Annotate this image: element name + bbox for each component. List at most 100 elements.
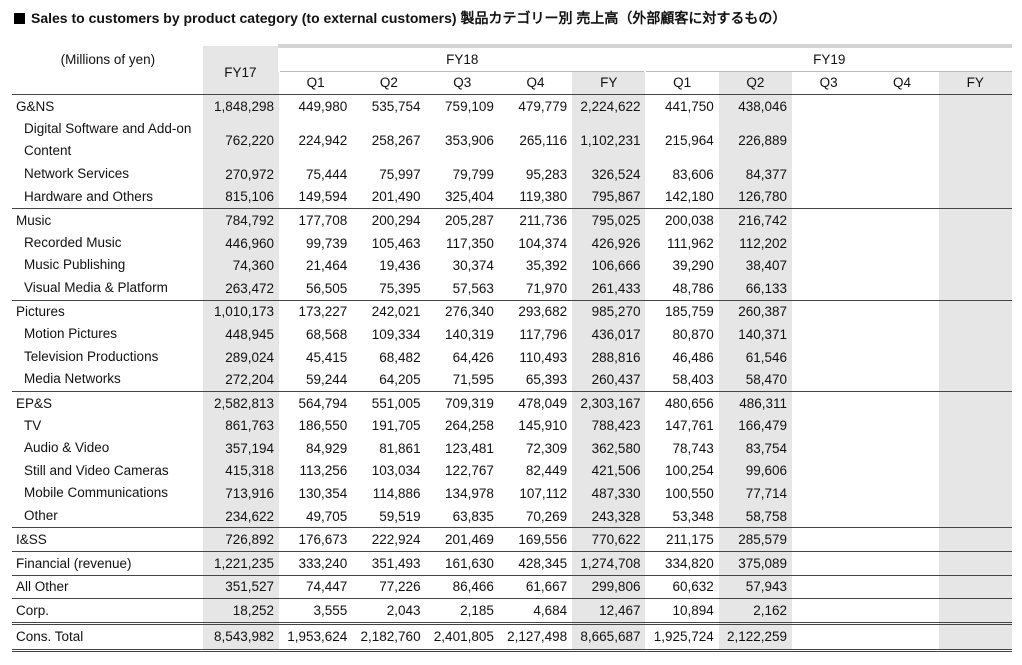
cell-value: 177,708	[279, 208, 353, 232]
cell-value: 2,162	[718, 598, 793, 624]
cell-value: 123,481	[445, 440, 494, 456]
row-label: Other	[24, 507, 58, 523]
cell-value: 325,404	[445, 189, 494, 205]
cell-value: 145,910	[518, 418, 568, 434]
cell-value: 535,754	[352, 94, 426, 118]
table-row: Visual Media & Platform 263,472 56,505 75,3…	[12, 276, 1012, 301]
cell-value: 173,227	[279, 299, 353, 324]
cell-value: 375,089	[718, 551, 793, 576]
empty-cell	[938, 208, 1012, 232]
cell-value: 100,550	[664, 486, 714, 502]
cell-value: 75,395	[379, 280, 421, 296]
table-row: Television Productions 289,024 45,415 68,48…	[12, 345, 1012, 369]
cell-value: 161,630	[425, 551, 499, 576]
row-label: G&NS	[12, 94, 203, 118]
empty-cell	[792, 232, 865, 255]
table-row: I&SS 726,892 176,673 222,924 201,469 169,556 7…	[12, 527, 1012, 552]
cell-value: 2,122,259	[718, 621, 793, 652]
row-label: Media Networks	[24, 371, 121, 387]
cell-value: 21,464	[306, 258, 348, 274]
empty-cell	[792, 527, 866, 552]
empty-cell	[792, 208, 866, 232]
cell-value: 285,579	[718, 527, 793, 552]
cell-value: 265,116	[519, 132, 568, 148]
title: Sales to customers by product category (…	[14, 8, 786, 28]
cell-value: 288,816	[572, 345, 646, 369]
cell-value: 142,180	[664, 189, 714, 205]
cell-value: 487,330	[572, 482, 646, 505]
cell-value: 74,447	[279, 574, 353, 599]
cell-value: 82,449	[525, 463, 568, 479]
row-label: Still and Video Cameras	[24, 462, 169, 478]
cell-value: 72,309	[525, 440, 568, 456]
cell-value: 260,437	[572, 368, 646, 392]
cell-value: 58,758	[718, 504, 793, 528]
cell-value: 333,240	[279, 551, 353, 576]
cell-value: 117,350	[446, 235, 494, 251]
cell-value: 169,556	[498, 527, 573, 552]
empty-cell	[865, 346, 938, 369]
unit-label: (Millions of yen)	[12, 46, 203, 96]
cell-value: 45,415	[306, 349, 348, 365]
empty-cell	[792, 118, 865, 163]
cell-value: 200,294	[352, 208, 426, 232]
empty-cell	[938, 276, 1012, 301]
cell-value: 84,929	[306, 440, 348, 456]
cell-value: 299,806	[572, 574, 646, 599]
empty-cell	[865, 163, 938, 186]
cell-value: 551,005	[352, 390, 426, 415]
cell-value: 709,319	[425, 390, 499, 415]
cell-value: 59,244	[306, 372, 348, 388]
cell-value: 103,034	[371, 463, 421, 479]
empty-cell	[865, 574, 939, 599]
cell-value: 99,739	[306, 235, 348, 251]
cell-value: 480,656	[645, 390, 719, 415]
empty-cell	[792, 574, 866, 599]
cell-value: 140,319	[445, 326, 494, 342]
row-label: Financial (revenue)	[12, 551, 203, 576]
cell-value: 985,270	[572, 299, 646, 324]
cell-value: 111,962	[666, 235, 714, 251]
column-header: Q3	[792, 71, 866, 96]
empty-cell	[865, 505, 938, 528]
empty-cell	[865, 415, 938, 438]
cell-value: 86,466	[425, 574, 499, 599]
cell-value: 234,622	[202, 504, 280, 528]
empty-cell	[938, 162, 1012, 186]
empty-cell	[792, 482, 865, 505]
cell-value: 2,185	[425, 598, 499, 624]
cell-value: 426,926	[572, 231, 646, 255]
cell-value: 80,870	[672, 326, 714, 342]
empty-cell	[938, 574, 1012, 599]
empty-cell	[938, 414, 1012, 438]
cell-value: 140,371	[718, 323, 793, 346]
table-row: Audio & Video 357,194 84,929 81,861 123,481 7…	[12, 437, 1012, 460]
cell-value: 289,024	[202, 345, 280, 369]
cell-value: 2,582,813	[202, 390, 280, 415]
cell-value: 415,318	[202, 459, 280, 483]
row-label: Hardware and Others	[24, 188, 154, 204]
row-label: Visual Media & Platform	[24, 279, 168, 295]
cell-value: 222,924	[352, 527, 426, 552]
empty-cell	[865, 390, 939, 415]
cell-value: 99,606	[718, 459, 793, 483]
table-row: All Other 351,527 74,447 77,226 86,466 61,667…	[12, 574, 1012, 599]
empty-cell	[938, 345, 1012, 369]
empty-cell	[938, 185, 1012, 209]
row-label: TV	[24, 417, 42, 433]
empty-cell	[938, 299, 1012, 324]
cell-value: 56,505	[306, 280, 348, 296]
row-label: EP&S	[12, 390, 203, 415]
cell-value: 448,945	[202, 323, 280, 346]
cell-value: 65,393	[525, 372, 568, 388]
cell-value: 166,479	[718, 414, 793, 438]
row-label: Corp.	[12, 598, 203, 624]
fy19-header: FY19	[644, 43, 1012, 72]
row-label: Pictures	[12, 299, 203, 324]
cell-value: 59,519	[379, 508, 421, 524]
empty-cell	[938, 323, 1012, 346]
cell-value: 57,943	[718, 574, 793, 599]
empty-cell	[938, 254, 1012, 277]
column-header: Q1	[279, 71, 353, 96]
